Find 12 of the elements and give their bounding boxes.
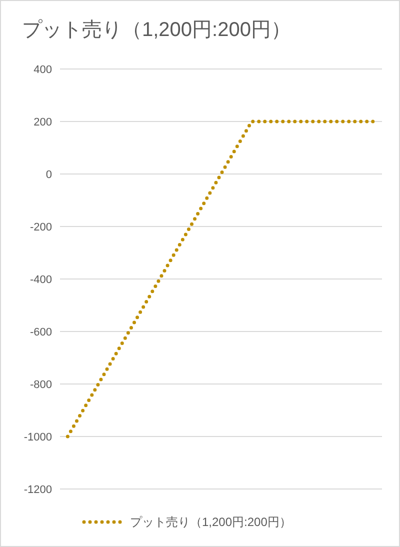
y-tick-label: -200: [30, 222, 52, 234]
y-tick-label: 0: [46, 169, 52, 181]
y-tick-label: -600: [30, 326, 52, 338]
y-tick-label: -800: [30, 379, 52, 391]
y-tick-label: 400: [34, 64, 52, 76]
line-series: [66, 120, 376, 438]
title: プット売り（1,200円:200円）: [22, 19, 291, 41]
legend-label: プット売り（1,200円:200円）: [130, 515, 292, 529]
y-tick-label: 200: [34, 116, 52, 128]
y-tick-label: -1200: [24, 484, 52, 496]
y-tick-label: -400: [30, 274, 52, 286]
y-tick-label: -1000: [24, 432, 52, 444]
